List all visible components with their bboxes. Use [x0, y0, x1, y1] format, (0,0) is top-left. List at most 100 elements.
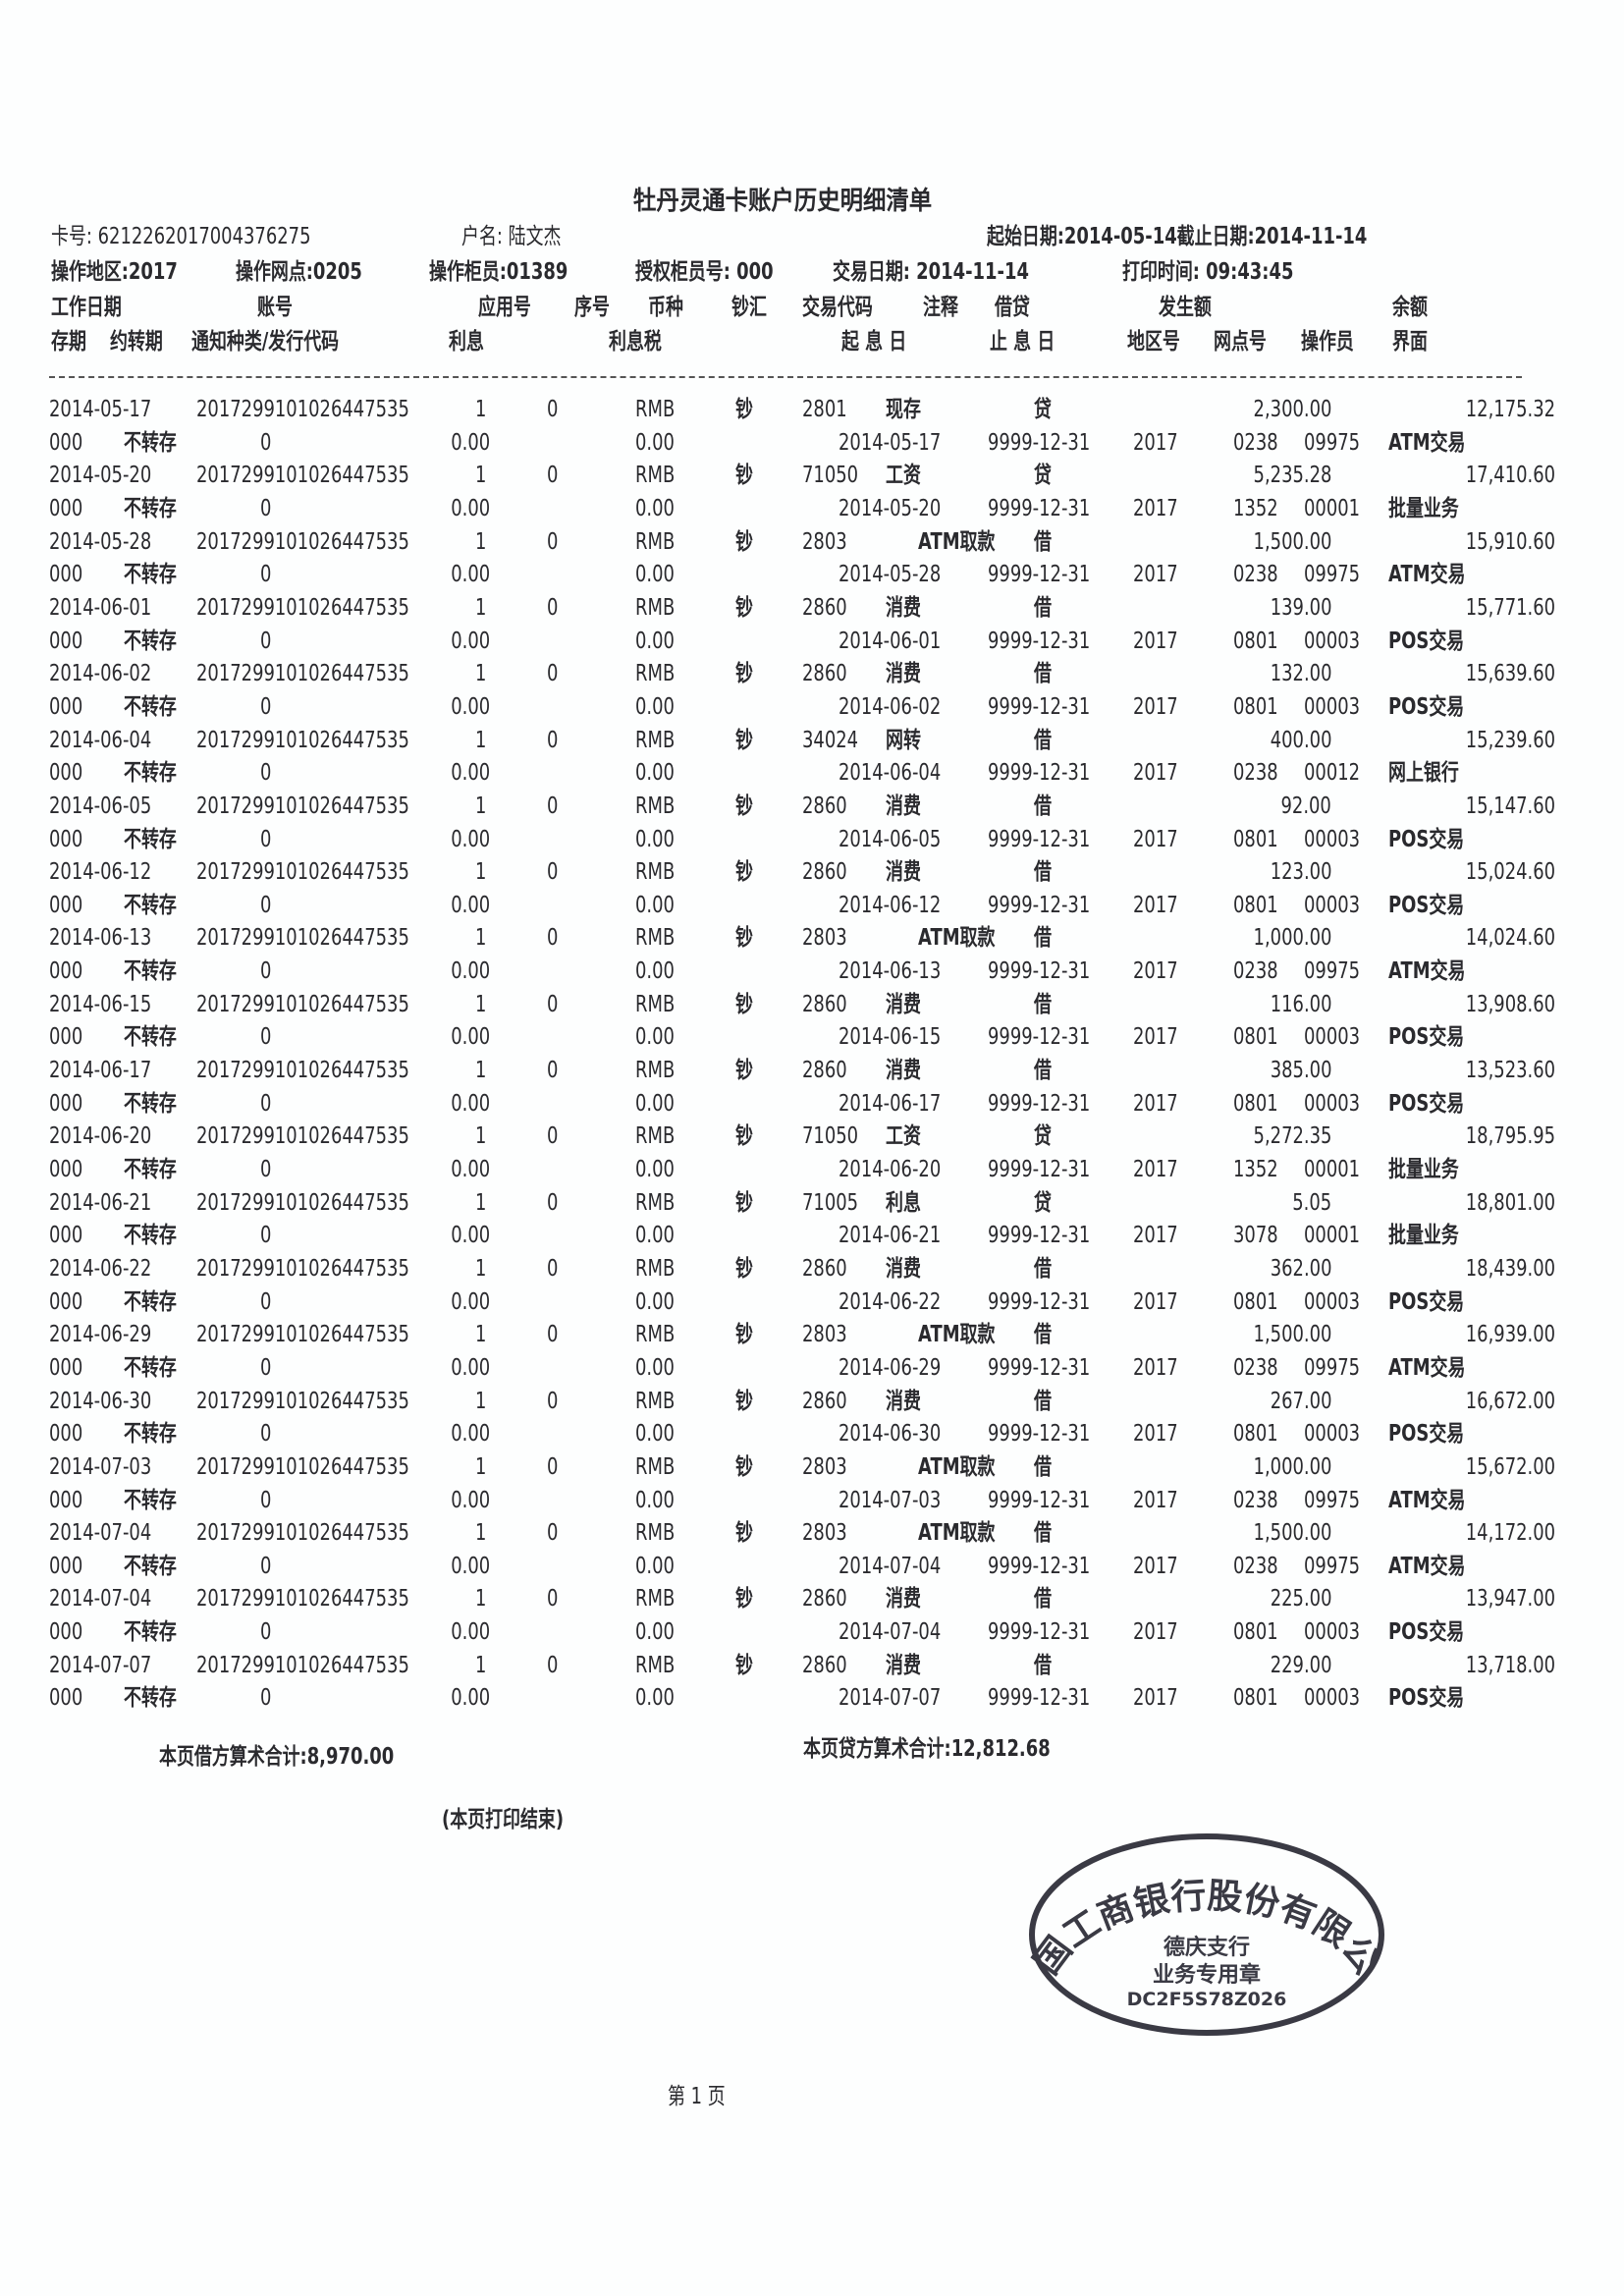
auto-transfer: 不转存 [124, 1421, 177, 1448]
channel-interface: ATM交易 [1388, 1487, 1466, 1513]
cash-remit: 钞 [735, 1322, 753, 1348]
sequence-number: 0 [547, 991, 559, 1017]
auto-transfer: 不转存 [124, 892, 177, 918]
account-number: 2017299101026447535 [196, 1453, 409, 1480]
notice-type: 0 [260, 1619, 272, 1646]
transaction-code: 34024 [802, 727, 859, 753]
value-end-date: 9999-12-31 [988, 958, 1091, 985]
account-number: 2017299101026447535 [196, 1123, 409, 1150]
work-date: 2014-07-07 [49, 1652, 152, 1678]
channel-interface: ATM交易 [1388, 1553, 1466, 1579]
auto-transfer: 不转存 [124, 760, 177, 787]
cash-remit: 钞 [735, 991, 753, 1017]
column-header: 通知种类/发行代码 [191, 329, 340, 355]
notice-type: 0 [260, 1024, 272, 1051]
interest: 0.00 [451, 693, 490, 720]
balance: 15,239.60 [1465, 727, 1555, 753]
transaction-amount: 1,000.00 [1253, 925, 1331, 952]
interest-tax: 0.00 [635, 1024, 675, 1051]
value-start-date: 2014-06-20 [839, 1157, 942, 1182]
work-date: 2014-06-29 [49, 1322, 152, 1348]
interest-tax: 0.00 [635, 693, 675, 720]
value-end-date: 9999-12-31 [988, 1421, 1091, 1448]
channel-interface: ATM交易 [1388, 958, 1466, 985]
auto-transfer: 不转存 [124, 496, 177, 521]
balance: 15,771.60 [1465, 594, 1555, 621]
sequence-number: 0 [547, 463, 559, 489]
interest: 0.00 [451, 958, 490, 985]
debit-credit: 借 [1034, 991, 1052, 1017]
interest-tax: 0.00 [635, 1421, 675, 1448]
stamp-code: DC2F5S78Z026 [1127, 1989, 1287, 2010]
area-code: 2017 [1133, 1090, 1178, 1117]
account-number: 2017299101026447535 [196, 1586, 409, 1613]
transaction-code: 2860 [802, 793, 847, 819]
transaction-amount: 5.05 [1292, 1189, 1331, 1216]
column-header: 账号 [257, 295, 293, 320]
transaction-note: 消费 [886, 991, 921, 1017]
notice-type: 0 [260, 1090, 272, 1117]
area-code: 2017 [1133, 1157, 1178, 1182]
document-title: 牡丹灵通卡账户历史明细清单 [633, 187, 933, 216]
balance: 17,410.60 [1465, 463, 1555, 489]
channel-interface: 批量业务 [1388, 1223, 1459, 1249]
cash-remit: 钞 [735, 1453, 753, 1480]
deposit-term: 000 [49, 1487, 83, 1513]
deposit-term: 000 [49, 1223, 83, 1249]
balance: 15,024.60 [1465, 859, 1555, 886]
interest: 0.00 [451, 1421, 490, 1448]
deposit-term: 000 [49, 1421, 83, 1448]
application-number: 1 [475, 1586, 487, 1613]
area-code: 2017 [1133, 1685, 1178, 1712]
currency: RMB [635, 528, 676, 555]
value-end-date: 9999-12-31 [988, 1090, 1091, 1117]
interest: 0.00 [451, 1223, 490, 1249]
application-number: 1 [475, 925, 487, 952]
cash-remit: 钞 [735, 528, 753, 555]
balance: 16,939.00 [1465, 1322, 1555, 1348]
column-header: 利息 [449, 329, 484, 355]
transaction-code: 71050 [802, 463, 859, 489]
application-number: 1 [475, 1255, 487, 1282]
notice-type: 0 [260, 826, 272, 852]
debit-credit: 借 [1034, 1255, 1052, 1282]
work-date: 2014-06-05 [49, 793, 152, 819]
account-number: 2017299101026447535 [196, 859, 409, 886]
region-number: 0238 [1233, 1487, 1278, 1513]
value-end-date: 9999-12-31 [988, 1354, 1091, 1381]
currency: RMB [635, 925, 676, 952]
value-end-date: 9999-12-31 [988, 1288, 1091, 1315]
transaction-code: 2803 [802, 1322, 847, 1348]
area-code: 2017 [1133, 562, 1178, 588]
notice-type: 0 [260, 429, 272, 456]
channel-interface: 网上银行 [1388, 760, 1459, 787]
column-header: 起 息 日 [841, 329, 907, 355]
area-code: 2017 [1133, 958, 1178, 985]
branch-number: 09975 [1304, 1487, 1361, 1513]
area-code: 2017 [1133, 1288, 1178, 1315]
transaction-note: ATM取款 [918, 1453, 996, 1480]
value-start-date: 2014-06-13 [839, 958, 942, 985]
sequence-number: 0 [547, 1520, 559, 1547]
application-number: 1 [475, 397, 487, 422]
column-header: 工作日期 [51, 295, 122, 320]
value-end-date: 9999-12-31 [988, 562, 1091, 588]
balance: 15,639.60 [1465, 661, 1555, 687]
value-start-date: 2014-06-04 [839, 760, 942, 787]
account-number: 2017299101026447535 [196, 925, 409, 952]
auto-transfer: 不转存 [124, 1223, 177, 1249]
transaction-amount: 1,500.00 [1253, 528, 1331, 555]
currency: RMB [635, 1123, 676, 1150]
interest: 0.00 [451, 826, 490, 852]
application-number: 1 [475, 1322, 487, 1348]
work-date: 2014-05-28 [49, 528, 152, 555]
account-number: 2017299101026447535 [196, 463, 409, 489]
transaction-note: 工资 [886, 463, 921, 489]
deposit-term: 000 [49, 958, 83, 985]
debit-credit: 借 [1034, 1058, 1052, 1083]
application-number: 1 [475, 1388, 487, 1414]
transaction-note: ATM取款 [918, 1520, 996, 1547]
work-date: 2014-07-03 [49, 1453, 152, 1480]
debit-credit: 贷 [1034, 1123, 1052, 1150]
